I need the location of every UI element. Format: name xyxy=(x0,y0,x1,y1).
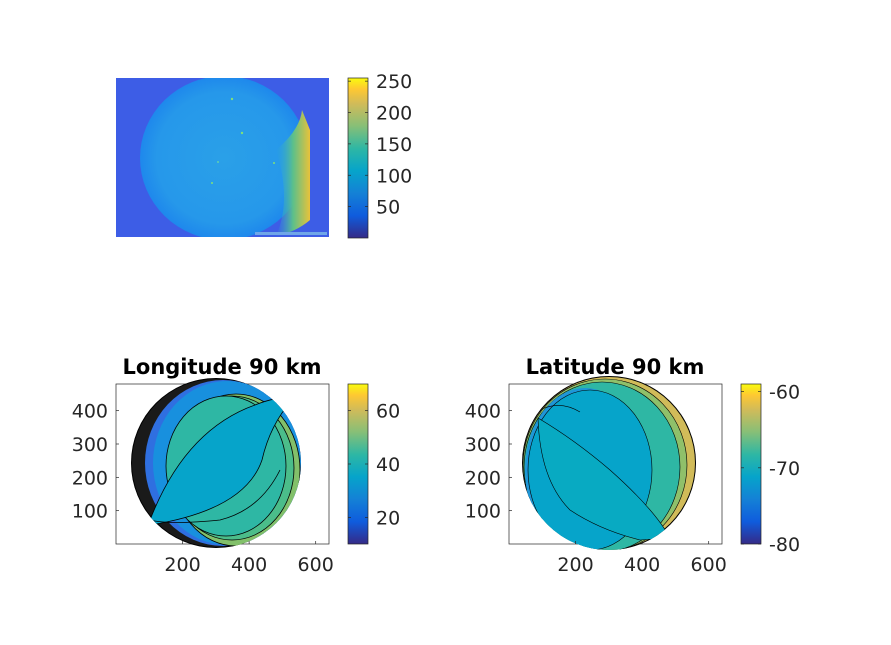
colorbar-2-ticks: 20 40 60 xyxy=(348,401,400,529)
colorbar-3-ticks: -80 -70 -60 xyxy=(741,382,800,556)
colorbar-tick-label: 100 xyxy=(376,165,412,187)
y-tick-label: 300 xyxy=(465,434,501,456)
image-panel: 50 100 150 200 250 xyxy=(116,71,412,239)
x-tick-label: 200 xyxy=(164,554,200,576)
colorbar-tick-label: 60 xyxy=(376,401,400,423)
colorbar-3 xyxy=(740,383,762,545)
longitude-title: Longitude 90 km xyxy=(123,355,322,379)
star xyxy=(273,162,275,164)
colorbar-tick-label: 150 xyxy=(376,134,412,156)
longitude-axis-ticks: 200 400 600 100 200 300 400 xyxy=(72,401,334,576)
colorbar-tick-label: 20 xyxy=(376,507,400,529)
x-tick-label: 600 xyxy=(298,554,334,576)
star xyxy=(230,97,234,101)
latitude-axis-ticks: 200 400 600 100 200 300 400 xyxy=(465,401,727,576)
longitude-panel: Longitude 90 km 200 400 600 100 200 300 400 20… xyxy=(72,355,400,576)
x-tick-label: 400 xyxy=(231,554,267,576)
colorbar-tick-label: 250 xyxy=(376,71,412,93)
bright-edge xyxy=(276,110,310,236)
y-tick-label: 200 xyxy=(465,467,501,489)
x-tick-label: 600 xyxy=(691,554,727,576)
star xyxy=(217,161,219,163)
colorbar-1-ticks: 50 100 150 200 250 xyxy=(348,71,412,219)
colorbar-tick-label: -80 xyxy=(769,534,800,556)
x-tick-label: 200 xyxy=(557,554,593,576)
image-caption-strip xyxy=(255,232,327,235)
y-tick-label: 300 xyxy=(72,434,108,456)
colorbar-1 xyxy=(347,77,369,239)
colorbar-tick-label: 200 xyxy=(376,103,412,125)
y-tick-label: 100 xyxy=(465,501,501,523)
y-tick-label: 200 xyxy=(72,467,108,489)
latitude-map xyxy=(522,376,696,550)
star xyxy=(211,182,213,184)
colorbar-tick-label: 40 xyxy=(376,454,400,476)
colorbar-tick-label: -60 xyxy=(769,382,800,404)
latitude-panel: Latitude 90 km 200 400 600 100 200 300 400 -80… xyxy=(465,355,800,576)
y-tick-label: 400 xyxy=(465,401,501,423)
star xyxy=(240,131,244,135)
colorbar-tick-label: -70 xyxy=(769,458,800,480)
sky-disc xyxy=(140,78,308,237)
y-tick-label: 100 xyxy=(72,501,108,523)
longitude-map xyxy=(131,378,301,548)
colorbar-tick-label: 50 xyxy=(376,197,400,219)
x-tick-label: 400 xyxy=(624,554,660,576)
y-tick-label: 400 xyxy=(72,401,108,423)
latitude-title: Latitude 90 km xyxy=(526,355,705,379)
